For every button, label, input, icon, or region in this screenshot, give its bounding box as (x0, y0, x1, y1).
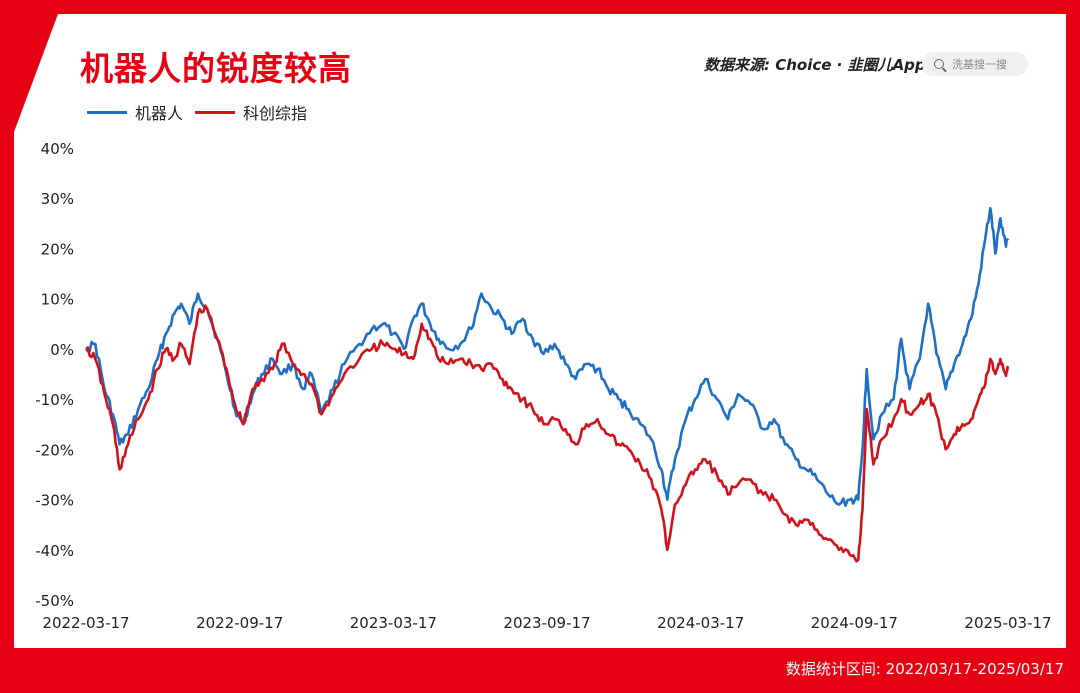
series-lines (84, 207, 1010, 563)
legend: 机器人 科创综指 (87, 100, 319, 124)
legend-item-robot: 机器人 (87, 100, 183, 124)
search-icon (934, 59, 944, 69)
y-axis: 40% 30% 20% 10% 0% -10% -20% -30% -40% -50% (35, 140, 74, 610)
y-tick-label: -50% (35, 592, 74, 610)
x-tick-label: 2022-03-17 (42, 614, 129, 632)
chart-title: 机器人的锐度较高 (80, 49, 352, 88)
legend-item-star: 科创综指 (195, 100, 307, 124)
x-axis: 2022-03-17 2022-09-17 2023-03-17 2023-09-17… (42, 614, 1051, 632)
x-tick-label: 2024-09-17 (811, 614, 898, 632)
legend-swatch-star (195, 110, 236, 114)
corner-decoration (14, 14, 58, 132)
legend-label-robot: 机器人 (135, 104, 184, 123)
y-tick-label: -30% (35, 492, 74, 510)
series-line-star (85, 304, 1010, 563)
data-period: 数据统计区间: 2022/03/17-2025/03/17 (785, 660, 1064, 678)
search-placeholder: 洗基搜一搜 (952, 58, 1007, 71)
search-box[interactable]: 洗基搜一搜 (922, 52, 1028, 76)
y-tick-label: -40% (35, 542, 74, 560)
legend-label-star: 科创综指 (243, 104, 308, 123)
y-tick-label: 30% (41, 190, 74, 208)
y-tick-label: -20% (35, 441, 74, 459)
y-tick-label: 20% (41, 240, 74, 258)
x-tick-label: 2023-03-17 (350, 614, 437, 632)
x-tick-label: 2024-03-17 (657, 614, 744, 632)
y-tick-label: 10% (41, 291, 74, 309)
y-tick-label: 40% (41, 140, 74, 158)
legend-swatch-robot (87, 110, 127, 114)
x-tick-label: 2022-09-17 (196, 614, 283, 632)
chart-card: 机器人的锐度较高 数据来源: Choice · 韭圈儿App 洗基搜一搜 机器人… (14, 14, 1066, 648)
y-tick-label: -10% (35, 391, 74, 409)
x-tick-label: 2023-09-17 (503, 614, 590, 632)
data-source: 数据来源: Choice · 韭圈儿App (704, 56, 926, 74)
x-tick-label: 2025-03-17 (964, 614, 1051, 632)
y-tick-label: 0% (50, 341, 74, 359)
